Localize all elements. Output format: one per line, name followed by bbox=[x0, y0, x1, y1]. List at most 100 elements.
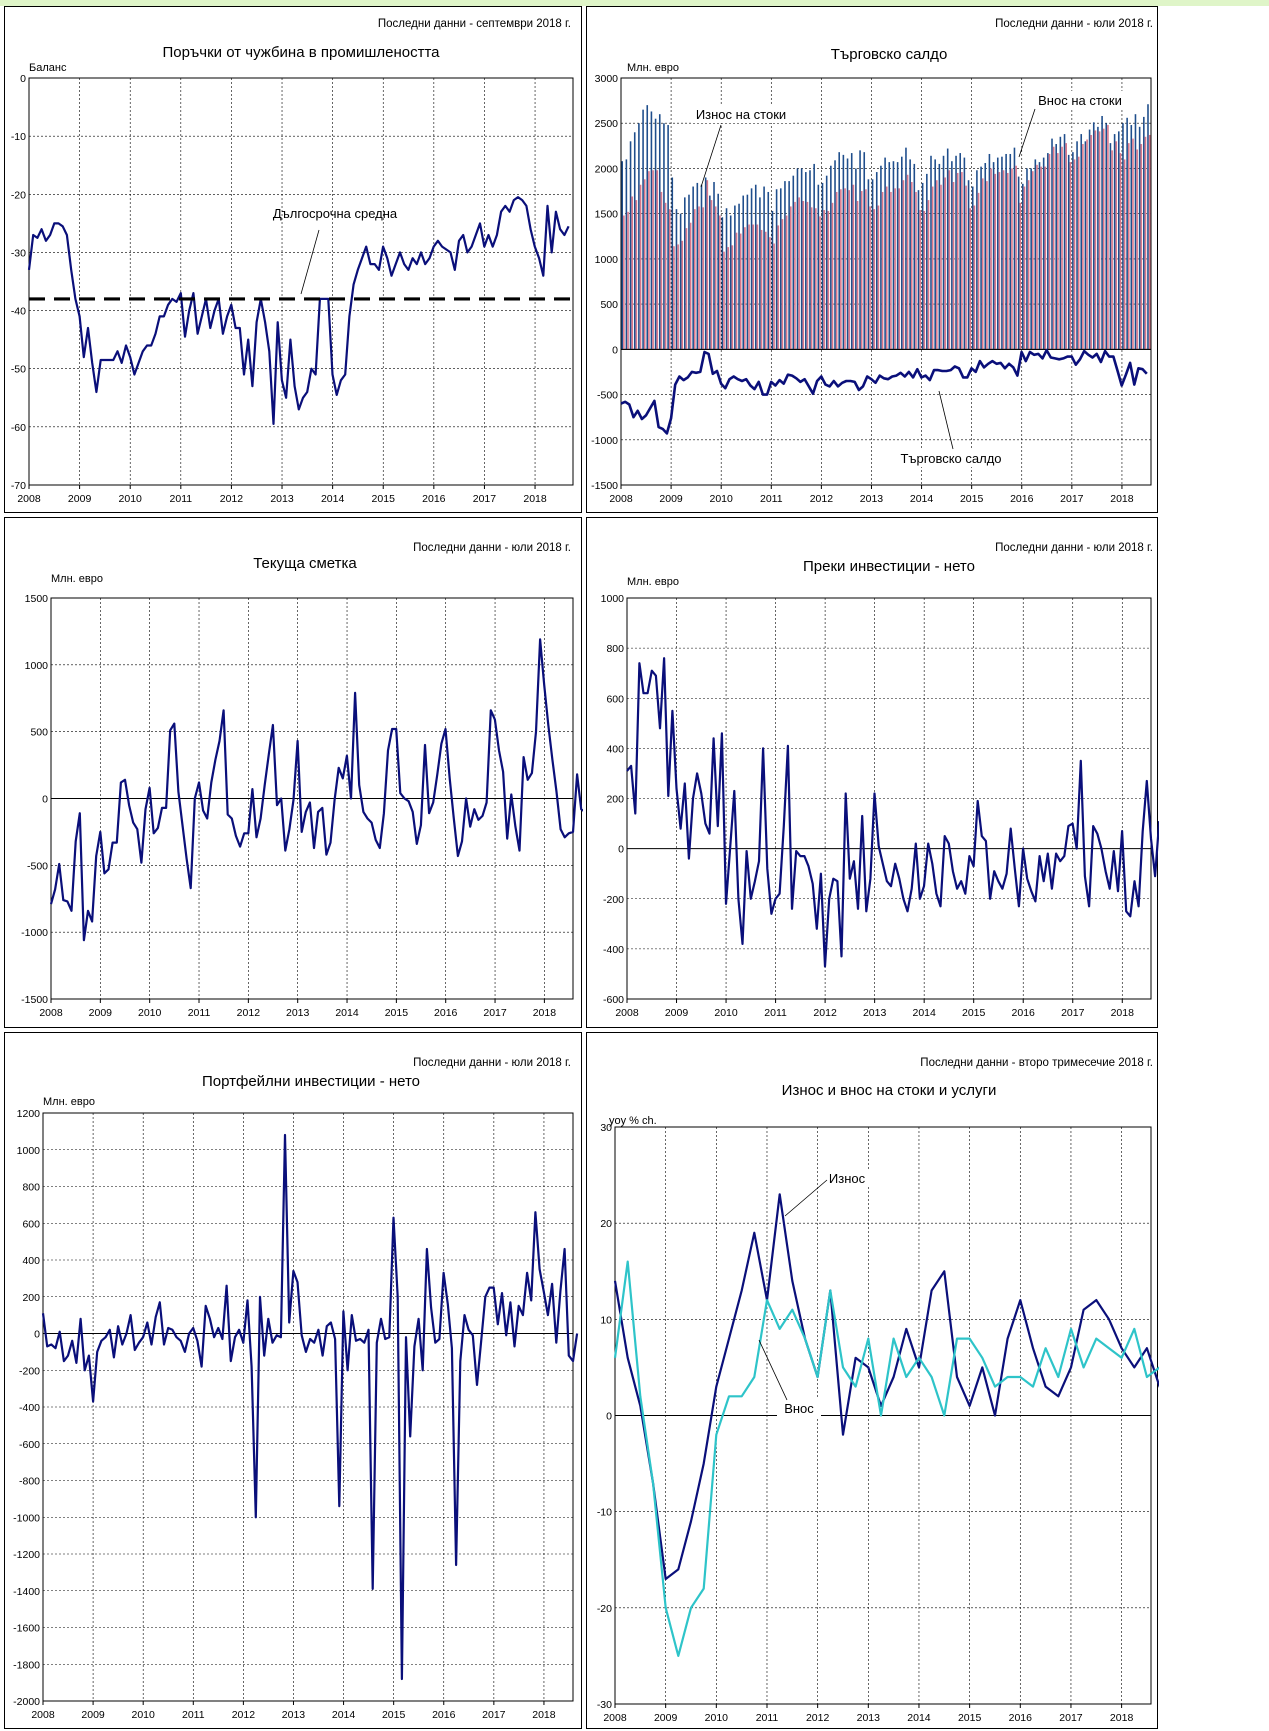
imports-bar bbox=[859, 150, 861, 350]
series-line-2 bbox=[613, 1260, 1159, 1658]
chart-trade-balance: Последни данни - юли 2018 г. Търговско с… bbox=[591, 18, 1153, 505]
exports-bar bbox=[990, 168, 992, 350]
exports-bar bbox=[1002, 170, 1005, 350]
x-tick-label: 2013 bbox=[270, 493, 294, 505]
y-tick-label: 400 bbox=[606, 743, 624, 755]
y-axis-label: Млн. евро bbox=[43, 1096, 95, 1108]
x-tick-label: 2018 bbox=[533, 1007, 557, 1019]
imports-bar bbox=[709, 195, 711, 350]
y-tick-label: -20 bbox=[597, 1603, 612, 1615]
exports-bar bbox=[823, 210, 825, 350]
x-tick-label: 2016 bbox=[1009, 1712, 1033, 1724]
x-tick-label: 2014 bbox=[332, 1709, 356, 1721]
y-tick-label: -1000 bbox=[591, 435, 618, 447]
chart-exports-imports: Последни данни - второ тримесечие 2018 г… bbox=[597, 1057, 1159, 1724]
exports-bar bbox=[1019, 202, 1022, 350]
exports-bar bbox=[1144, 136, 1147, 350]
y-tick-label: -400 bbox=[19, 1402, 40, 1414]
chart-panel-portfolio-investment: Последни данни - юли 2018 г. Портфейлни … bbox=[4, 1032, 582, 1729]
imports-bar bbox=[1042, 157, 1045, 350]
exports-bar bbox=[1077, 156, 1080, 350]
annotation-arrow bbox=[1018, 108, 1036, 158]
exports-bar bbox=[781, 219, 784, 350]
exports-bar bbox=[923, 210, 926, 350]
imports-bar bbox=[855, 168, 857, 350]
exports-bar bbox=[835, 191, 838, 350]
imports-bar bbox=[1017, 176, 1020, 350]
imports-bar bbox=[775, 189, 778, 350]
exports-bar bbox=[1023, 186, 1026, 350]
annotation-trade-balance: Търговско салдо bbox=[900, 451, 1001, 466]
imports-bar bbox=[838, 152, 840, 350]
imports-bar bbox=[1034, 159, 1037, 350]
imports-bar bbox=[1117, 131, 1120, 350]
exports-bar bbox=[1090, 134, 1093, 350]
chart-panel-direct-investment: Последни данни - юли 2018 г. Преки инвес… bbox=[586, 517, 1159, 1028]
x-tick-label: 2010 bbox=[714, 1007, 738, 1019]
imports-bar bbox=[684, 197, 686, 350]
exports-bar bbox=[664, 202, 667, 350]
imports-bar bbox=[896, 162, 899, 350]
exports-bar bbox=[1065, 143, 1067, 350]
x-tick-label: 2008 bbox=[615, 1007, 639, 1019]
imports-bar bbox=[663, 123, 665, 350]
series-line-1 bbox=[626, 657, 1159, 968]
exports-bar bbox=[631, 196, 634, 350]
annotation-arrow bbox=[784, 1179, 828, 1217]
imports-bar bbox=[850, 153, 853, 350]
imports-bar bbox=[779, 188, 782, 350]
exports-bar bbox=[694, 209, 696, 350]
imports-bar bbox=[888, 162, 891, 350]
annotation-bg bbox=[691, 105, 791, 123]
exports-bar bbox=[1048, 153, 1051, 350]
y-tick-label: -1000 bbox=[21, 927, 48, 939]
exports-bar bbox=[773, 243, 775, 350]
exports-bar bbox=[1057, 153, 1059, 350]
imports-bar bbox=[738, 203, 740, 350]
x-tick-label: 2015 bbox=[372, 493, 396, 505]
exports-bar bbox=[890, 191, 892, 350]
annotation-arrow bbox=[300, 229, 320, 295]
y-tick-label: 600 bbox=[606, 693, 624, 705]
exports-bar bbox=[1132, 138, 1134, 350]
imports-bar bbox=[971, 186, 974, 350]
x-tick-label: 2017 bbox=[483, 1007, 507, 1019]
annotation-longterm-average: Дългосрочна средна bbox=[273, 206, 398, 221]
x-tick-label: 2013 bbox=[857, 1712, 881, 1724]
imports-bar bbox=[938, 163, 941, 350]
imports-bar bbox=[1126, 117, 1128, 350]
x-tick-label: 2018 bbox=[1110, 493, 1134, 505]
exports-bar bbox=[906, 174, 909, 350]
exports-bar bbox=[965, 185, 967, 350]
x-tick-label: 2011 bbox=[756, 1712, 779, 1724]
imports-bar bbox=[946, 148, 949, 350]
x-tick-label: 2014 bbox=[335, 1007, 359, 1019]
x-tick-label: 2016 bbox=[1012, 1007, 1036, 1019]
imports-bar bbox=[1147, 104, 1149, 350]
annotation-arrow bbox=[700, 124, 722, 188]
y-tick-label: 2500 bbox=[595, 118, 619, 130]
exports-bar bbox=[719, 215, 721, 350]
x-tick-label: 2015 bbox=[958, 1712, 982, 1724]
exports-bar bbox=[806, 201, 809, 350]
x-tick-label: 2017 bbox=[1060, 493, 1084, 505]
last-data-note: Последни данни - юли 2018 г. bbox=[413, 1057, 571, 1069]
imports-bar bbox=[642, 109, 644, 350]
imports-bar bbox=[688, 194, 690, 350]
imports-bar bbox=[809, 170, 811, 350]
exports-bar bbox=[1069, 162, 1072, 350]
y-tick-label: -1600 bbox=[13, 1623, 40, 1635]
chart-portfolio-investment: Последни данни - юли 2018 г. Портфейлни … bbox=[13, 1057, 579, 1721]
x-tick-label: 2009 bbox=[89, 1007, 113, 1019]
exports-bar bbox=[815, 208, 817, 350]
imports-bar bbox=[633, 132, 636, 350]
chart-current-account: Последни данни - юли 2018 г. Текуща смет… bbox=[21, 542, 583, 1019]
exports-bar bbox=[848, 190, 851, 350]
x-tick-label: 2012 bbox=[813, 1007, 837, 1019]
exports-bar bbox=[911, 182, 913, 350]
imports-bar bbox=[863, 152, 866, 350]
y-tick-label: 1500 bbox=[595, 209, 619, 221]
exports-bar bbox=[1136, 149, 1138, 350]
imports-bar bbox=[629, 141, 632, 350]
exports-bar bbox=[1061, 146, 1063, 350]
